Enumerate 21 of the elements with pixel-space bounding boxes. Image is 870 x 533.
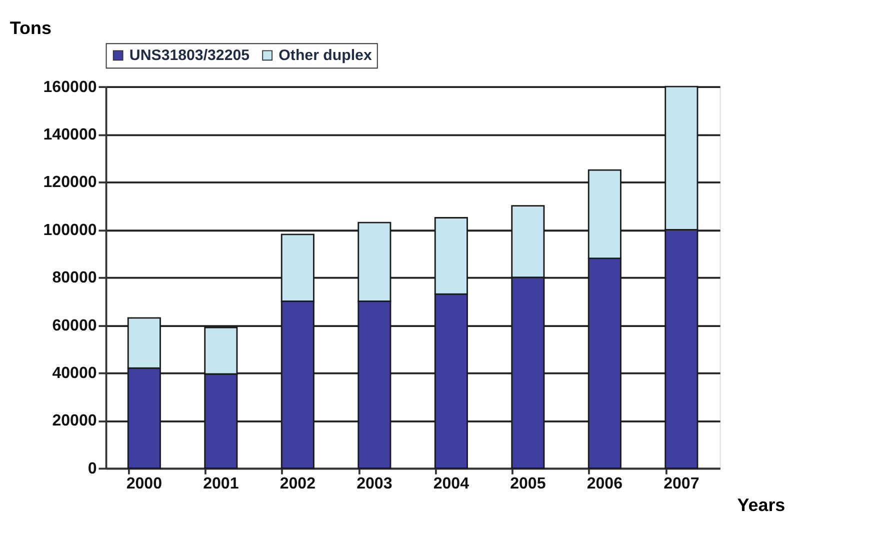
y-tick-label: 20000 (52, 412, 97, 430)
y-tick-label: 0 (88, 459, 97, 478)
y-tick-label: 80000 (52, 268, 97, 287)
x-tick-label: 2006 (586, 474, 623, 493)
x-tick-label: 2005 (510, 474, 546, 493)
y-tick-label: 120000 (43, 173, 97, 192)
legend-label: Other duplex (278, 47, 372, 64)
x-tick-label: 2007 (664, 474, 700, 493)
x-tick-label: 2002 (280, 474, 316, 493)
y-tick-label: 100000 (43, 220, 97, 239)
x-tick-label: 2000 (126, 474, 162, 493)
legend-label: UNS31803/32205 (129, 47, 250, 64)
x-tick-label: 2004 (433, 474, 470, 493)
x-axis-title: Years (737, 495, 786, 516)
y-axis-title: Tons (10, 18, 52, 38)
y-tick-label: 40000 (52, 364, 97, 382)
y-tick-label: 160000 (43, 78, 97, 96)
y-tick-label: 60000 (52, 316, 97, 334)
x-tick-label: 2001 (203, 474, 239, 493)
x-tick-label: 2003 (356, 474, 392, 493)
y-tick-label: 140000 (43, 125, 97, 144)
